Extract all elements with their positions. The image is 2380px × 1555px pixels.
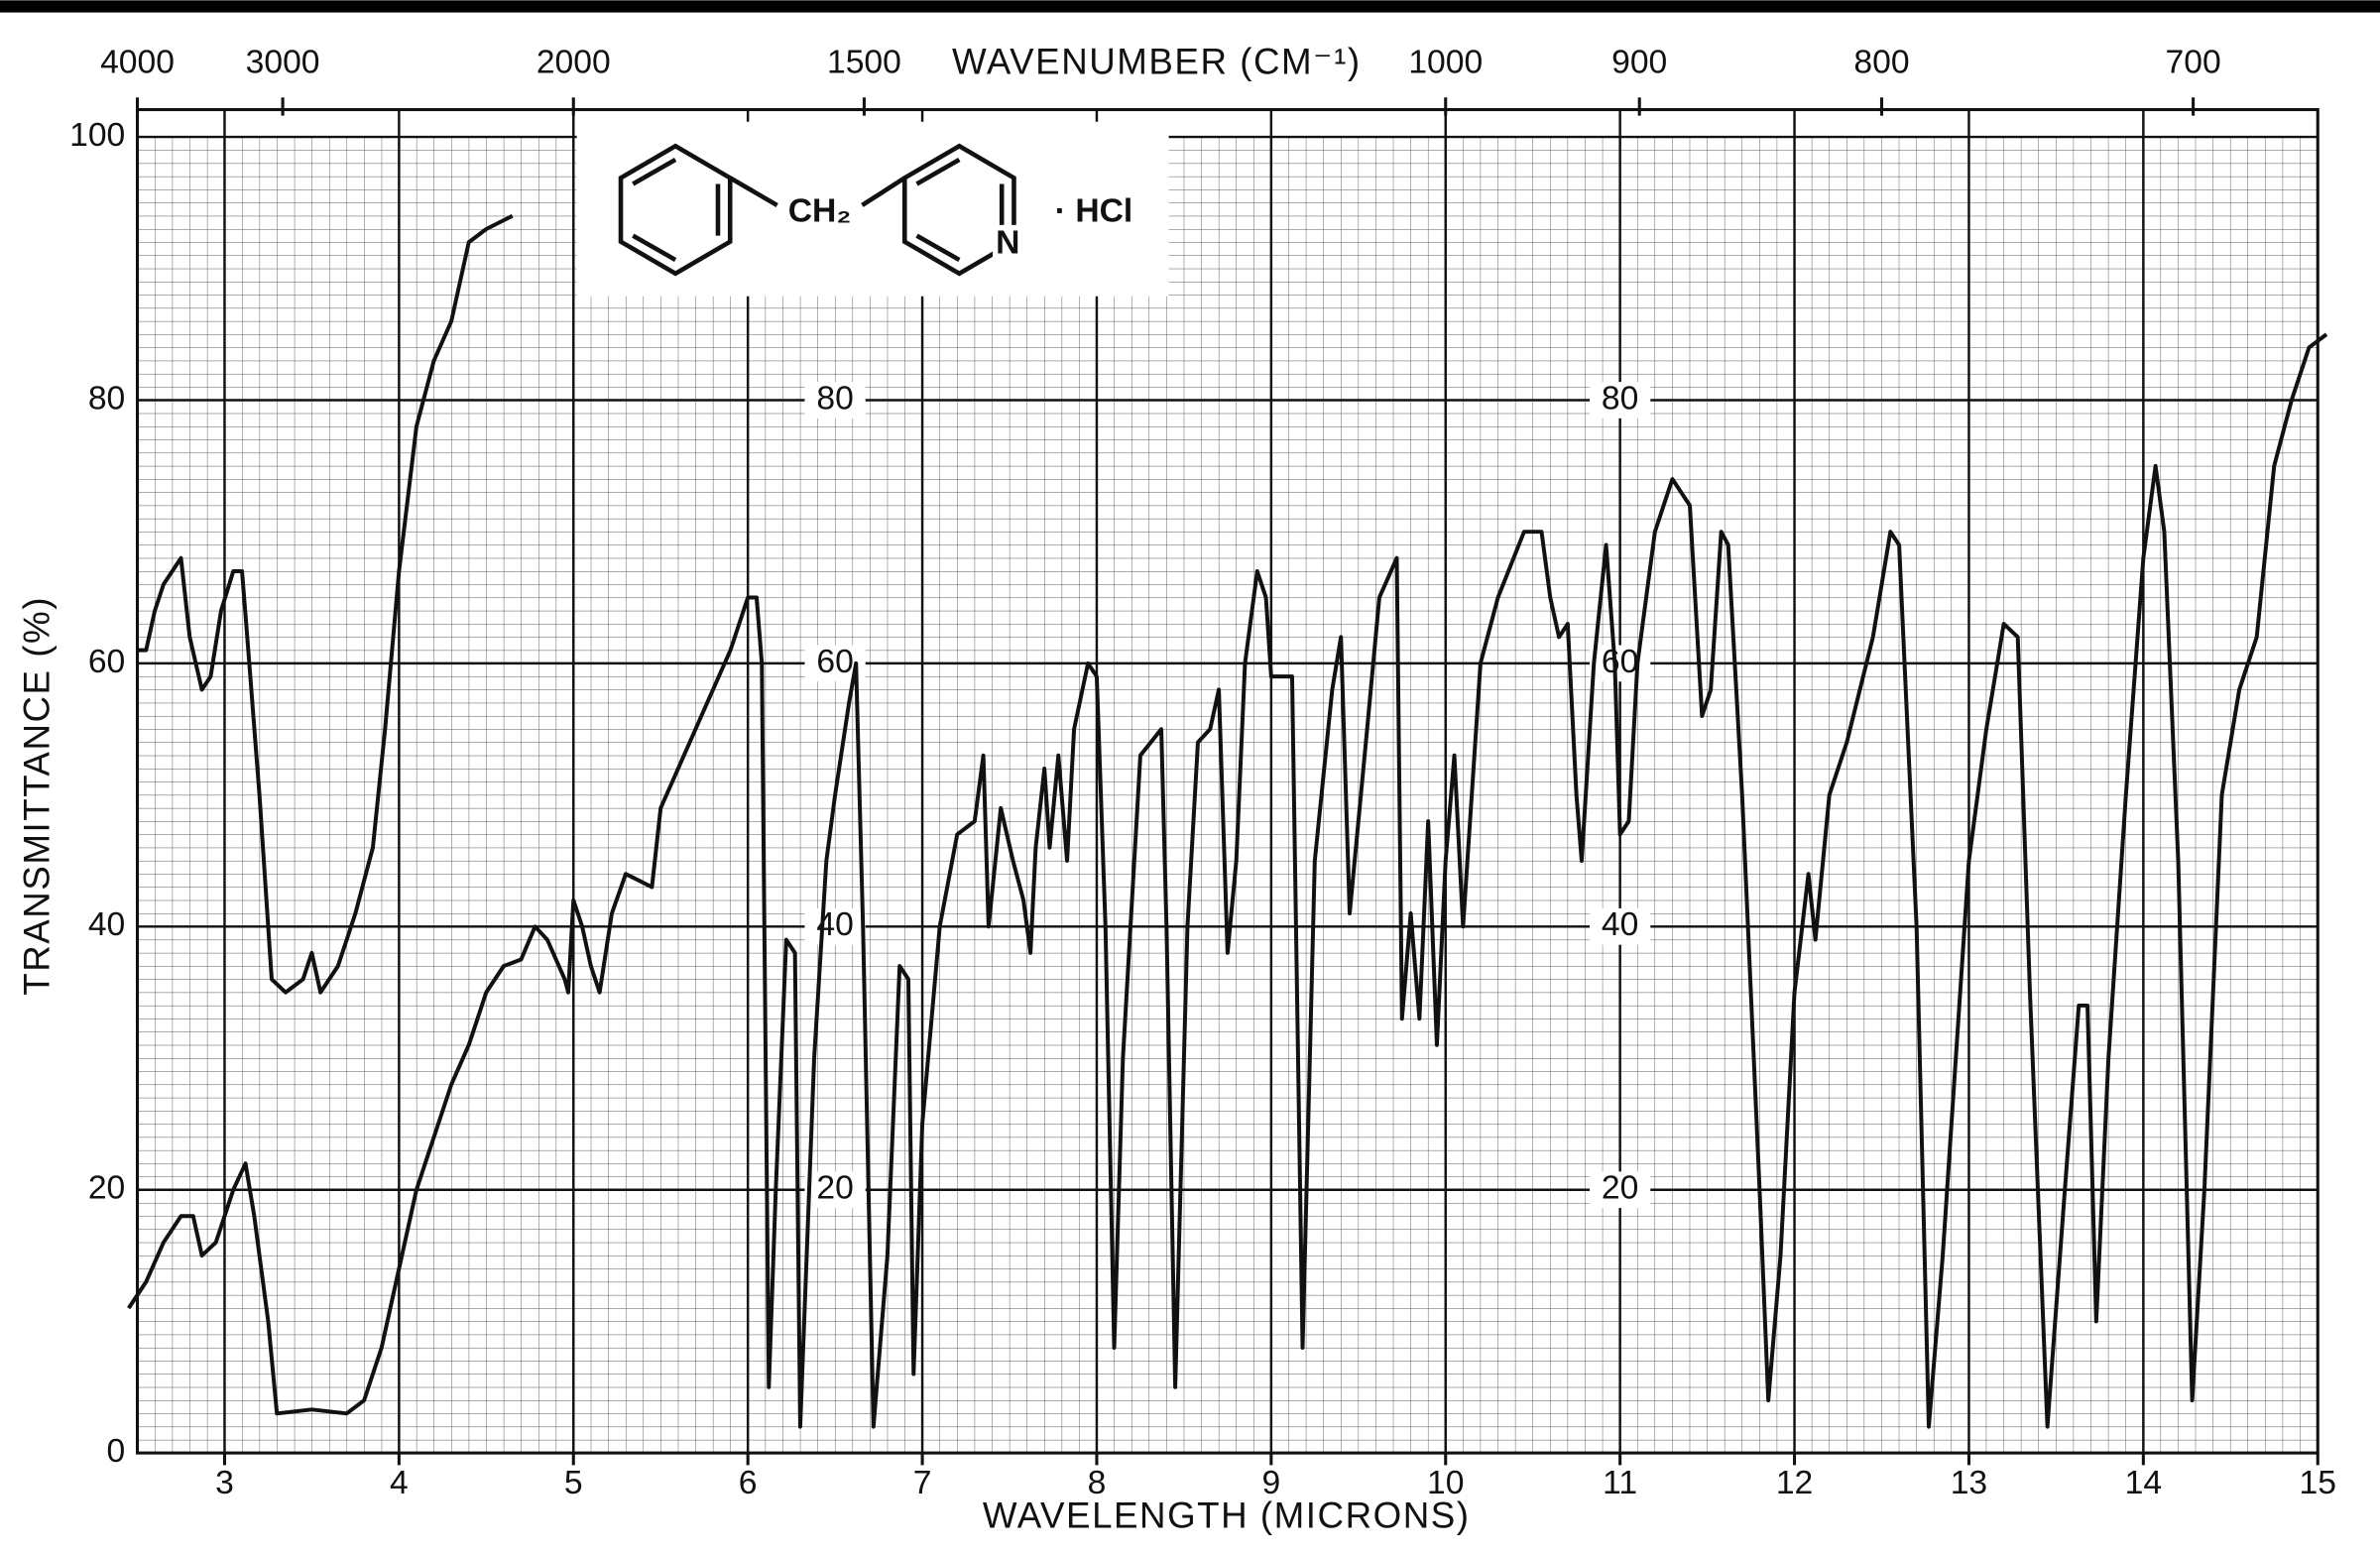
spectrum-line [137, 213, 514, 995]
x-tick-label: 8 [1088, 1465, 1107, 1501]
inner-tick-label: 60 [1602, 644, 1638, 680]
benzene-ring [618, 143, 733, 277]
structure: CH₂ N · HCl [576, 121, 1169, 297]
bond [861, 176, 906, 207]
inner-label-backing [804, 907, 866, 945]
structure-box [576, 121, 1169, 297]
minor-grid [137, 137, 2319, 1454]
inner-label-backing [1590, 382, 1651, 419]
x-tick-label: 4 [390, 1465, 409, 1501]
x-tick-label: 12 [1776, 1465, 1813, 1501]
x-tick-label: 7 [913, 1465, 932, 1501]
x2-tick-label: 4000 [100, 45, 175, 81]
y-tick-label: 60 [88, 644, 125, 680]
inner-tick-label: 20 [816, 1170, 853, 1207]
x-tick-label: 11 [1603, 1465, 1637, 1501]
x-axis-title: WAVELENGTH (MICRONS) [983, 1495, 1471, 1536]
pyridine-ring [901, 143, 1016, 277]
top-border [0, 0, 2380, 13]
bond [729, 176, 778, 207]
inner-label-backing [1590, 1171, 1651, 1209]
x2-tick-label: 1000 [1408, 45, 1483, 81]
x2-tick-label: 2000 [536, 45, 611, 81]
x-tick-label: 13 [1951, 1465, 1987, 1501]
inner-tick-label: 80 [816, 380, 853, 417]
y-tick-label: 100 [69, 117, 125, 154]
inner-tick-label: 60 [816, 644, 853, 680]
y-tick-label: 0 [107, 1433, 126, 1470]
x2-axis-title: WAVENUMBER (CM⁻¹) [952, 41, 1362, 81]
inner-label-backing [804, 1171, 866, 1209]
x-tick-label: 3 [215, 1465, 234, 1501]
spectrum-line [127, 332, 2328, 1429]
inner-label-backing [804, 382, 866, 419]
label-backing [993, 224, 1023, 262]
inner-tick-label: 40 [1602, 906, 1638, 943]
x-tick-label: 14 [2125, 1465, 2162, 1501]
ch2-label: CH₂ [788, 193, 852, 230]
x2-tick-label: 3000 [246, 45, 320, 81]
x-tick-label: 5 [564, 1465, 583, 1501]
inner-tick-label: 20 [1602, 1170, 1638, 1207]
ring-bonds [632, 158, 721, 263]
inner-tick-label: 80 [1602, 380, 1638, 417]
x2-tick-label: 800 [1853, 45, 1909, 81]
y-tick-label: 80 [88, 380, 125, 417]
x-tick-label: 6 [739, 1465, 758, 1501]
x-tick-label: 9 [1261, 1465, 1280, 1501]
x2-tick-label: 700 [2166, 45, 2221, 81]
inner-label-backing [1590, 907, 1651, 945]
hcl-label: · HCl [1055, 193, 1133, 230]
y-tick-label: 20 [88, 1170, 125, 1207]
x-tick-label: 10 [1427, 1465, 1464, 1501]
y-axis-title: TRANSMITTANCE (%) [16, 596, 57, 996]
x2-tick-label: 900 [1611, 45, 1667, 81]
x-tick-label: 15 [2300, 1465, 2336, 1501]
n-label: N [996, 225, 1019, 262]
x2-tick-label: 1500 [827, 45, 901, 81]
y-tick-label: 40 [88, 906, 125, 943]
